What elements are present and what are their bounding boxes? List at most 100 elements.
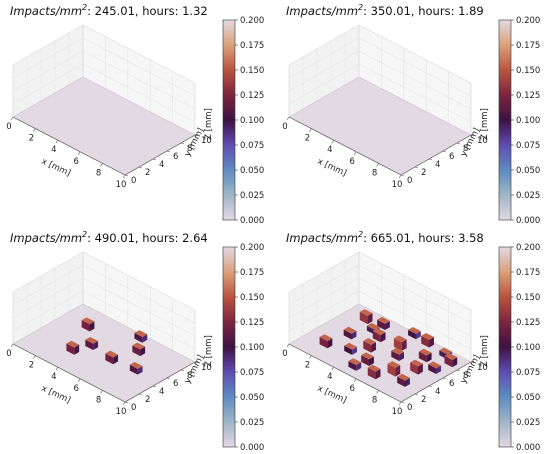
x-tick (376, 390, 379, 394)
crater-mark (418, 348, 432, 363)
z-axis-label: Z [mm] (480, 335, 490, 367)
impacts-value: 665.01 (370, 231, 411, 245)
x-tick-label: 6 (349, 384, 354, 394)
y-tick-label: 6 (173, 379, 178, 389)
colorbar (222, 246, 236, 448)
y-tick (428, 385, 433, 388)
colorbar (498, 246, 512, 448)
y-tick-label: 10 (201, 136, 212, 146)
x-tick (100, 390, 103, 394)
crater-mark (387, 361, 401, 377)
x-axis-line (12, 343, 126, 403)
colorbar-tick-label: 0.125 (240, 91, 264, 101)
impacts-colon: : (363, 231, 371, 245)
x-tick (77, 378, 81, 382)
x-tick (398, 401, 402, 406)
x-axis-line (288, 343, 402, 403)
grid-line (12, 24, 196, 84)
panel-title: Impacts/mm2: 490.01, hours: 2.64 (10, 231, 208, 245)
z-axis-label: Z [mm] (480, 108, 490, 140)
colorbar-tick-label: 0.175 (240, 268, 264, 278)
y-tick (124, 174, 129, 177)
grid-line (288, 277, 472, 337)
x-tick (286, 116, 290, 121)
y-tick (414, 393, 419, 396)
panel-title: Impacts/mm2: 245.01, hours: 1.32 (10, 4, 208, 18)
y-tick (166, 150, 171, 153)
hours-value: 1.32 (182, 4, 208, 18)
impacts-colon: : (363, 4, 371, 18)
colorbar-tick-label: 0.050 (516, 393, 540, 403)
crater-mark (397, 373, 410, 387)
crater-mark (319, 334, 333, 349)
y-tick (138, 166, 143, 169)
impacts-exponent: 2 (82, 230, 88, 240)
hours-label: , hours: (410, 4, 459, 18)
x-tick-label: 0 (6, 122, 11, 132)
crater-mark (363, 338, 377, 353)
y-tick (124, 401, 129, 404)
x-tick-label: 6 (73, 384, 78, 394)
y-tick (442, 150, 447, 153)
crater-mark (444, 353, 458, 368)
x-tick (353, 151, 357, 155)
x-tick-label: 0 (282, 349, 287, 359)
surface-panel-2: Impacts/mm2: 350.01, hours: 1.89 0 2 4 6 8 10 x… (276, 0, 550, 227)
impacts-label: Impacts/mm (286, 231, 359, 245)
crater-mark (367, 364, 381, 380)
y-tick-label: 8 (463, 371, 468, 381)
impacts-value: 350.01 (370, 4, 411, 18)
x-tick-label: 8 (96, 168, 101, 178)
hours-value: 1.89 (458, 4, 484, 18)
colorbar-tick-label: 0.025 (240, 418, 264, 428)
colorbar-tick-label: 0.025 (516, 191, 540, 201)
x-tick (122, 401, 126, 406)
y-tick (470, 134, 475, 137)
crater-mark (393, 335, 407, 351)
y-tick-label: 2 (145, 395, 150, 405)
y-tick (166, 377, 171, 380)
colorbar (222, 19, 236, 221)
colorbar-tick-label: 0.000 (516, 216, 540, 226)
z-axis-label: Z [mm] (204, 335, 214, 367)
y-tick-label: 10 (477, 136, 488, 146)
grid-line (12, 290, 196, 350)
colorbar-tick-label: 0.050 (240, 166, 264, 176)
crater-mark (81, 317, 95, 332)
crater-mark (391, 347, 405, 361)
x-tick (55, 140, 59, 144)
crater-mark (132, 342, 146, 357)
grid-line (12, 277, 196, 337)
x-tick (10, 116, 14, 121)
colorbar-tick-label: 0.000 (240, 216, 264, 226)
y-tick (152, 158, 157, 161)
hours-value: 3.58 (458, 231, 484, 245)
y-tick-label: 8 (463, 144, 468, 154)
y-tick-label: 2 (421, 168, 426, 178)
x-tick-label: 6 (349, 157, 354, 167)
y-tick (152, 385, 157, 388)
colorbar-tick-label: 0.100 (240, 116, 264, 126)
x-tick-label: 0 (282, 122, 287, 132)
x-tick (55, 367, 59, 371)
crater-mark (410, 359, 423, 375)
x-tick (331, 367, 335, 371)
colorbar-tick-label: 0.200 (516, 243, 540, 253)
y-tick (442, 377, 447, 380)
panel-title: Impacts/mm2: 350.01, hours: 1.89 (286, 4, 484, 18)
x-axis-line (12, 116, 126, 176)
y-tick-label: 10 (201, 363, 212, 373)
x-tick (331, 140, 335, 144)
y-tick-label: 4 (435, 160, 440, 170)
impacts-label: Impacts/mm (286, 4, 359, 18)
y-tick (456, 369, 461, 372)
x-tick-label: 4 (327, 145, 332, 155)
crater-mark (408, 327, 421, 340)
y-tick-label: 8 (187, 144, 192, 154)
y-tick-label: 0 (407, 403, 412, 413)
grid-line (12, 251, 196, 311)
y-tick-label: 6 (173, 152, 178, 162)
